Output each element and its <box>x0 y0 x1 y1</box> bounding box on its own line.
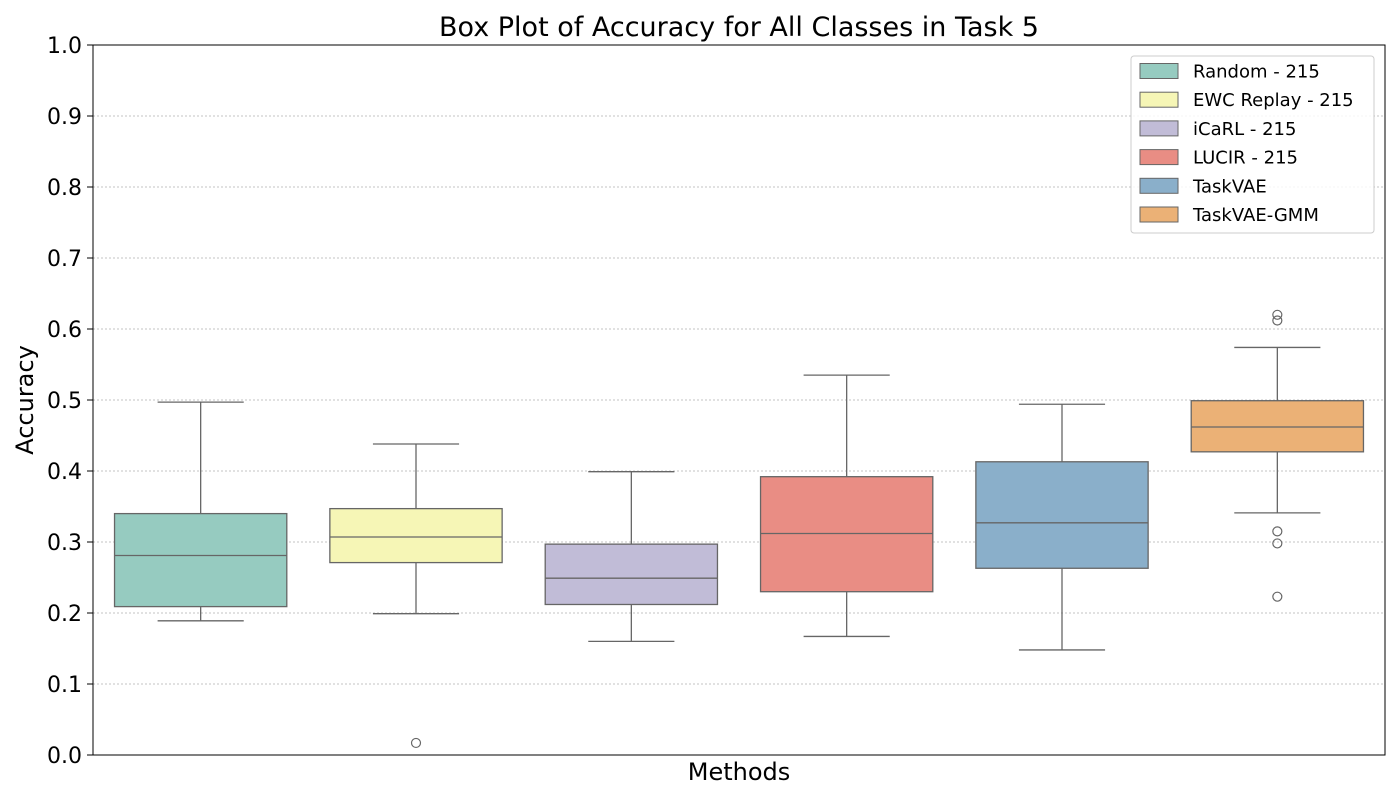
box-3 <box>544 471 719 643</box>
box-1 <box>113 401 288 622</box>
chart-title: Box Plot of Accuracy for All Classes in … <box>439 12 1039 43</box>
x-axis-label: Methods <box>688 758 791 786</box>
legend-swatch <box>1139 177 1179 194</box>
legend-swatch <box>1139 91 1179 108</box>
box-4 <box>759 374 934 638</box>
y-tick-label: 0.4 <box>47 460 82 485</box>
outlier-point <box>410 737 422 749</box>
box-5 <box>975 403 1149 651</box>
box-6 <box>1190 309 1365 602</box>
outlier-point <box>1272 309 1283 320</box>
legend-frame <box>1130 55 1375 234</box>
box-body <box>1190 400 1365 453</box>
box-series <box>113 309 1365 749</box>
y-tick-label: 0.5 <box>47 389 82 414</box>
legend-label: TaskVAE <box>1192 176 1267 197</box>
box-body <box>544 543 719 606</box>
y-tick-label: 0.6 <box>47 318 82 343</box>
y-tick-label: 0.8 <box>47 176 82 201</box>
legend-label: Random - 215 <box>1193 62 1320 83</box>
y-tick-label: 0.7 <box>47 247 82 272</box>
legend-swatch <box>1139 206 1179 223</box>
box-2 <box>329 443 503 749</box>
legend-label: EWC Replay - 215 <box>1193 90 1354 111</box>
y-tick-label: 0.0 <box>47 744 82 769</box>
box-body <box>759 476 934 593</box>
legend-swatch <box>1139 63 1179 79</box>
y-axis-ticks: 0.0 0.1 0.2 0.3 0.4 0.5 0.6 0.7 0.8 0.9 1.0 <box>47 34 93 769</box>
outlier-point <box>1272 538 1283 549</box>
y-tick-label: 0.9 <box>47 105 82 130</box>
y-tick-label: 0.3 <box>47 531 82 556</box>
y-tick-label: 0.2 <box>47 602 82 627</box>
y-tick-label: 1.0 <box>47 34 82 59</box>
legend-label: iCaRL - 215 <box>1193 119 1296 140</box>
y-tick-label: 0.1 <box>47 673 82 698</box>
box-body <box>113 512 288 608</box>
legend-label: TaskVAE-GMM <box>1192 205 1319 226</box>
legend-swatch <box>1139 120 1179 137</box>
outlier-point <box>1272 591 1283 602</box>
legend-swatch <box>1139 149 1179 166</box>
outlier-point <box>1272 315 1283 326</box>
legend-label: LUCIR - 215 <box>1193 148 1298 169</box>
box-body <box>975 461 1149 569</box>
outlier-point <box>1272 526 1283 537</box>
legend: Random - 215 EWC Replay - 215 iCaRL - 215 L… <box>1130 55 1375 234</box>
y-axis-label: Accuracy <box>11 345 39 455</box>
box-body <box>329 507 503 564</box>
